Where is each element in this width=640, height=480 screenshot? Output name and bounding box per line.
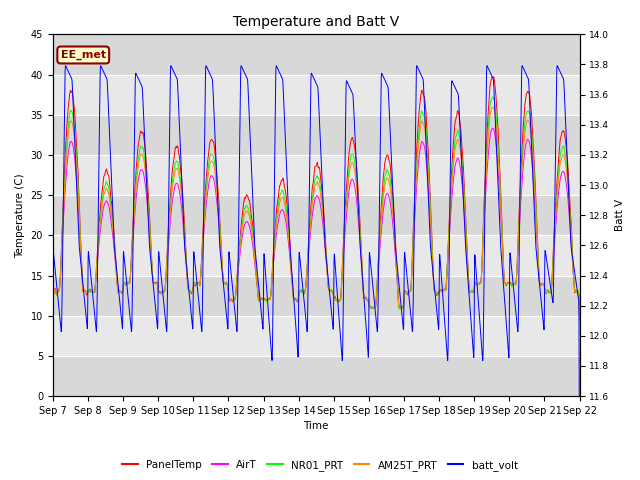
Bar xyxy=(52,195,580,235)
Legend: PanelTemp, AirT, NR01_PRT, AM25T_PRT, batt_volt: PanelTemp, AirT, NR01_PRT, AM25T_PRT, ba… xyxy=(118,456,522,475)
Bar xyxy=(52,155,580,195)
Bar xyxy=(52,74,580,115)
Bar xyxy=(52,316,580,356)
Bar xyxy=(52,276,580,316)
Bar xyxy=(52,115,580,155)
Text: EE_met: EE_met xyxy=(61,50,106,60)
Bar xyxy=(52,35,580,74)
Y-axis label: Temperature (C): Temperature (C) xyxy=(15,173,25,258)
Title: Temperature and Batt V: Temperature and Batt V xyxy=(233,15,399,29)
Y-axis label: Batt V: Batt V xyxy=(615,199,625,231)
Bar xyxy=(52,235,580,276)
X-axis label: Time: Time xyxy=(303,421,329,432)
Bar xyxy=(52,356,580,396)
